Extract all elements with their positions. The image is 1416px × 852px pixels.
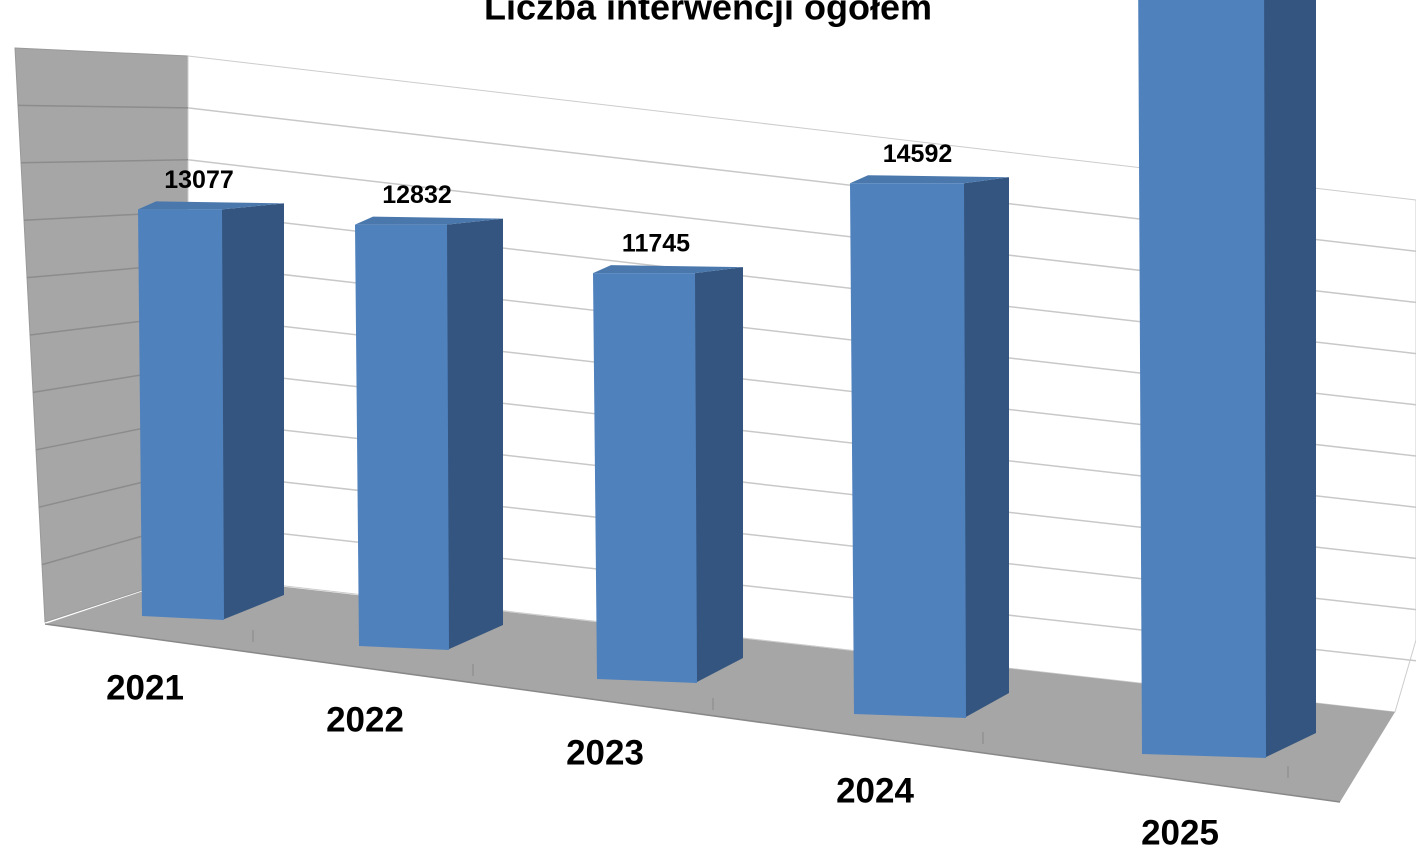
wall-grid-line	[20, 159, 189, 164]
bar-side	[695, 267, 743, 683]
bar-top	[355, 216, 503, 225]
x-tick-label: 2023	[566, 733, 644, 772]
bar-side	[222, 203, 284, 620]
chart-title: Liczba interwencji ogółem	[484, 0, 932, 28]
floor-edge	[44, 623, 1341, 803]
bar-top	[138, 201, 284, 210]
value-label: 11745	[622, 230, 690, 258]
x-tick-label: 2022	[326, 700, 404, 739]
x-tick-label: 2021	[106, 668, 184, 707]
bar-front	[1138, 0, 1266, 758]
bar-side	[1264, 0, 1316, 758]
bar-top	[850, 175, 1009, 184]
bar-front	[355, 224, 449, 650]
value-label: 14592	[883, 140, 953, 168]
bar	[593, 265, 743, 683]
value-label: 13077	[164, 166, 234, 194]
bar-top	[593, 265, 743, 274]
x-tick-label: 2025	[1141, 813, 1219, 852]
bar	[1138, 0, 1316, 758]
bar-front	[850, 183, 966, 719]
bar-side	[964, 177, 1009, 719]
bar-front	[593, 273, 697, 683]
wall-grid-line	[17, 104, 189, 109]
bar	[138, 201, 284, 620]
bar-side	[447, 218, 503, 650]
bar	[850, 175, 1009, 719]
bar-front	[138, 209, 224, 620]
x-tick-label: 2024	[836, 771, 914, 810]
bar	[355, 216, 503, 650]
bars: 1307720211283220221174520231459220242076…	[106, 0, 1316, 852]
value-label: 12832	[382, 181, 452, 209]
